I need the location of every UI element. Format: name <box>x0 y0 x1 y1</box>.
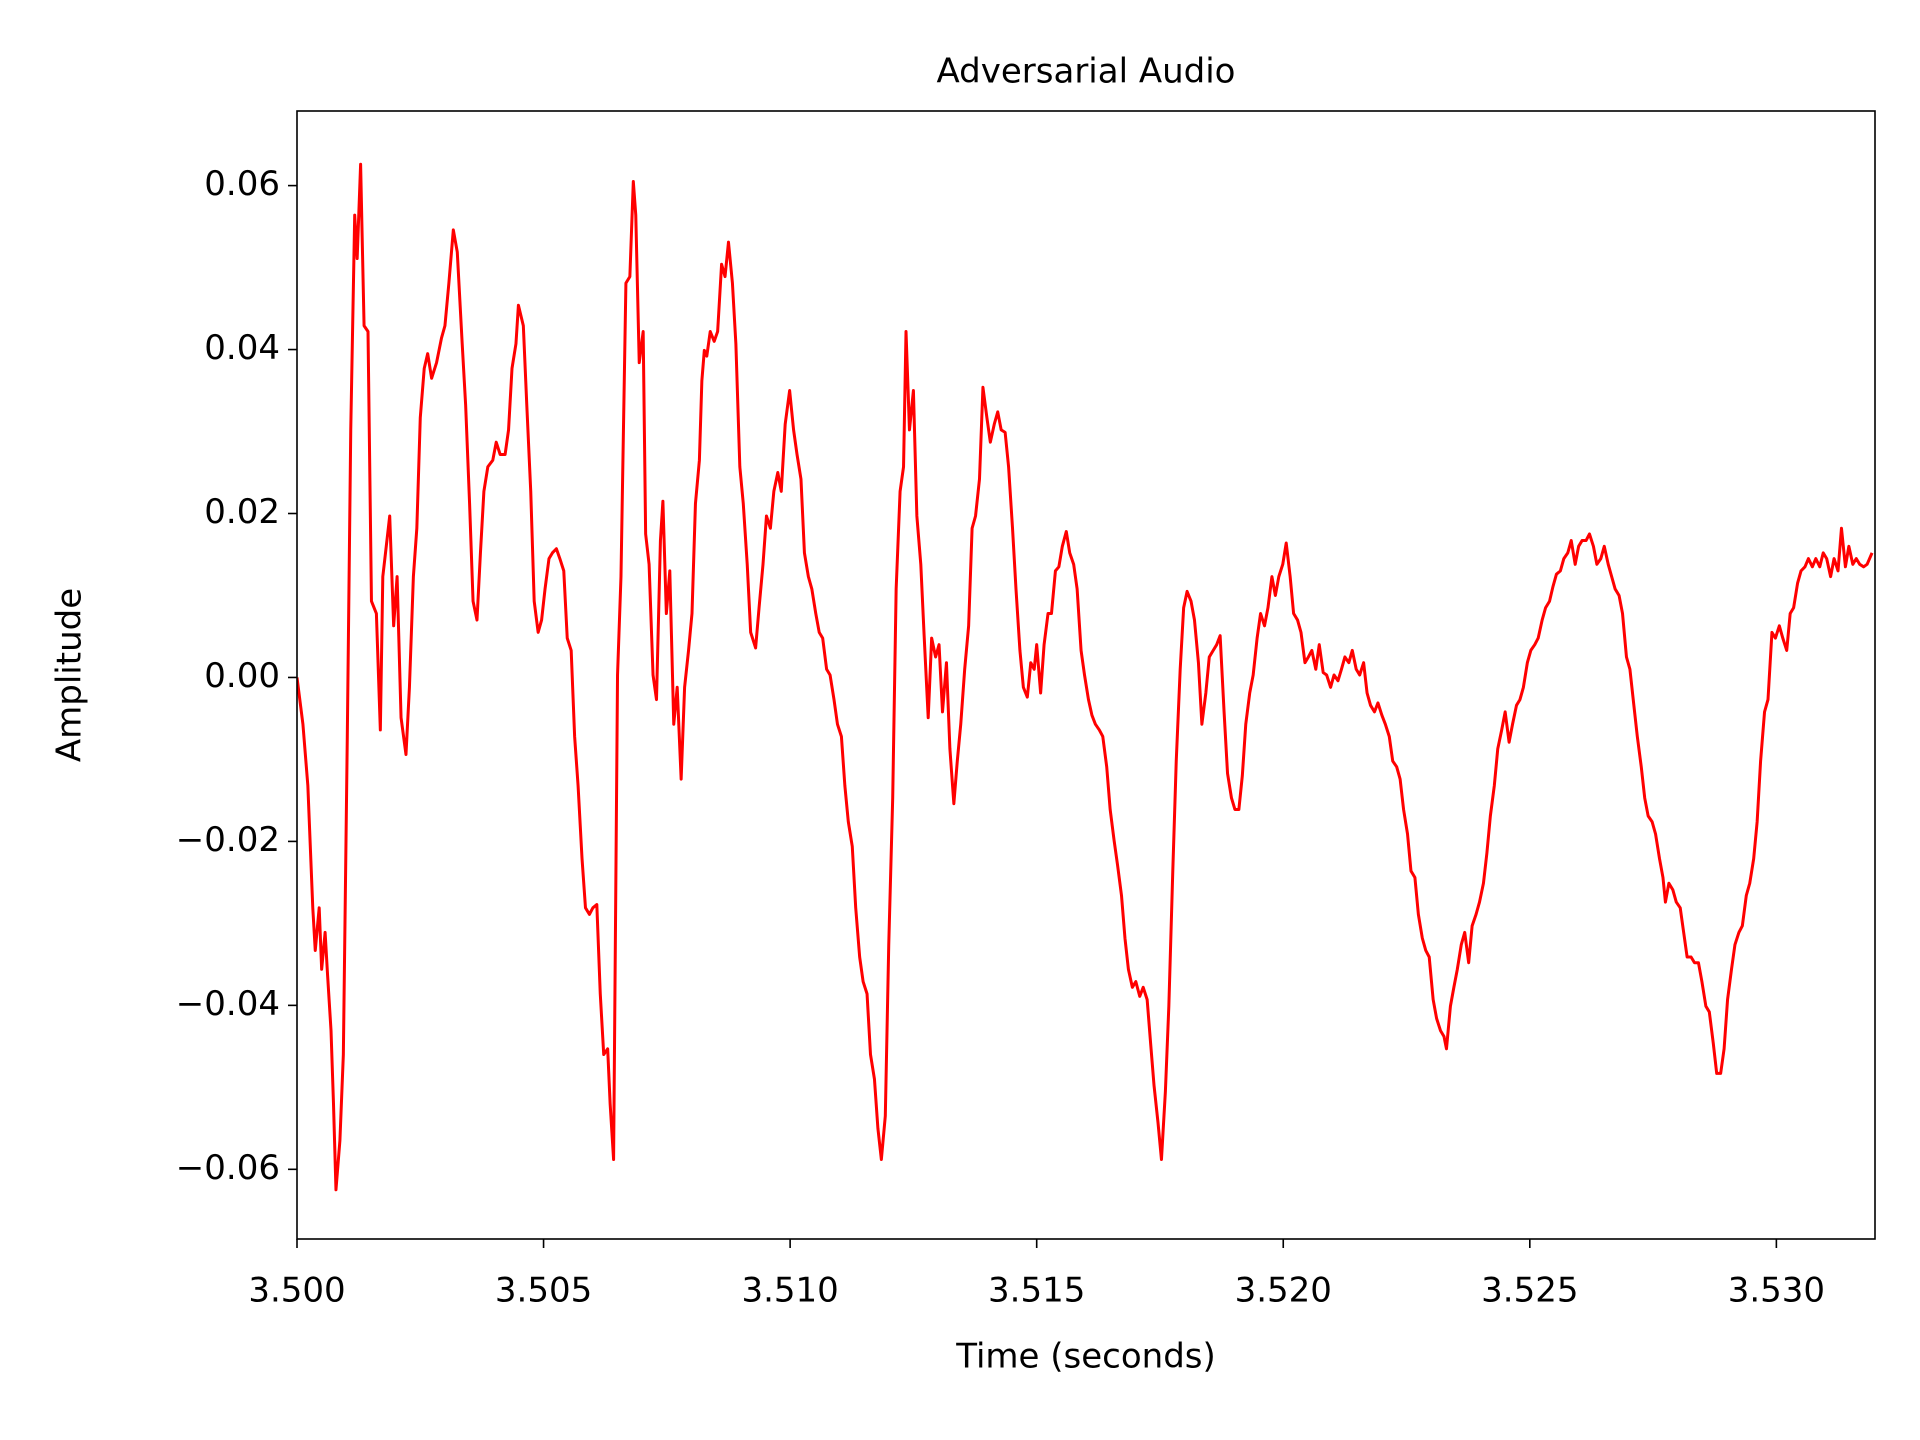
plot-frame <box>296 110 1876 1240</box>
y-tick-label: 0.04 <box>204 328 280 368</box>
y-tick-label: 0.06 <box>204 164 280 204</box>
y-axis-label: Amplitude <box>50 588 90 762</box>
x-axis-label: Time (seconds) <box>955 1337 1216 1377</box>
x-tick-label: 3.525 <box>1481 1271 1578 1311</box>
y-tick-label: 0.00 <box>204 656 280 696</box>
x-tick-label: 3.505 <box>495 1271 592 1311</box>
y-tick-label: −0.04 <box>176 984 280 1024</box>
y-tick-label: 0.02 <box>204 492 280 532</box>
y-tick-label: −0.02 <box>176 820 280 860</box>
x-tick-label: 3.520 <box>1235 1271 1332 1311</box>
waveform-line <box>297 162 1874 1192</box>
x-tick-label: 3.500 <box>248 1271 345 1311</box>
chart-title: Adversarial Audio <box>937 52 1236 92</box>
x-tick-label: 3.510 <box>741 1271 838 1311</box>
x-tick-label: 3.515 <box>988 1271 1085 1311</box>
y-tick-label: −0.06 <box>176 1148 280 1188</box>
x-tick-label: 3.530 <box>1728 1271 1825 1311</box>
